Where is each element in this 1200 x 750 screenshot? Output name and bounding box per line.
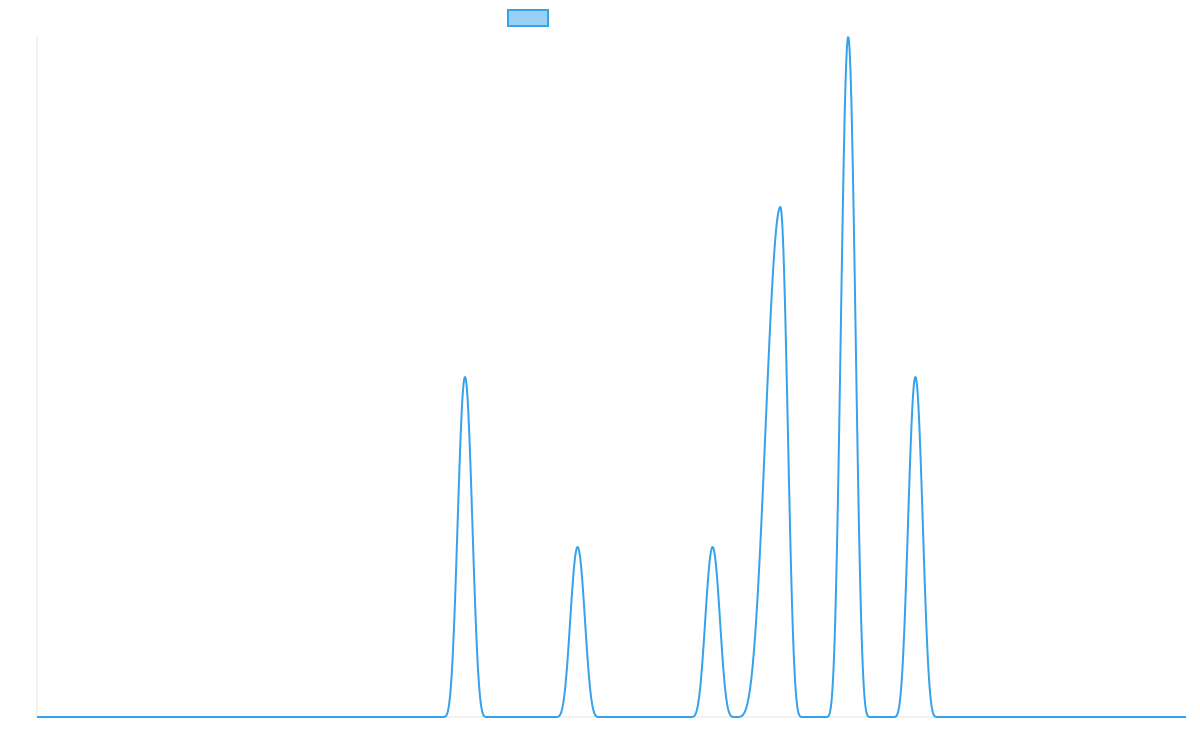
series-layer	[36, 36, 1187, 718]
chart-axes	[36, 37, 1186, 718]
legend-swatch[interactable]	[507, 9, 549, 27]
series-line-0	[36, 36, 1187, 718]
legend[interactable]	[507, 9, 549, 27]
